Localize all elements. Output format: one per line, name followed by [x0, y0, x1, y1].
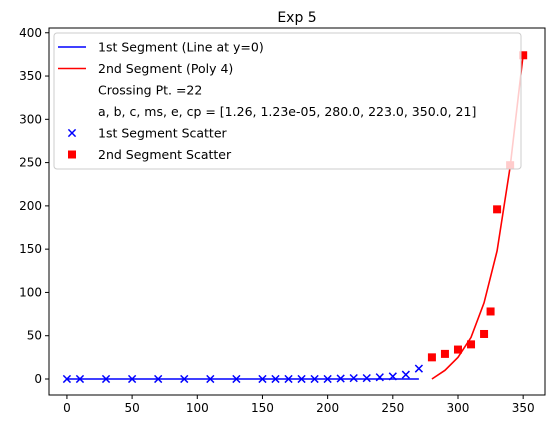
- scatter-point-square: [519, 51, 528, 60]
- scatter-point-square: [427, 353, 436, 362]
- y-tick-label: 400: [19, 26, 42, 40]
- scatter-point-square: [453, 345, 462, 354]
- y-tick-label: 150: [19, 242, 42, 256]
- x-marker-stroke: [101, 374, 111, 384]
- scatter-point-square: [480, 329, 489, 338]
- scatter-point-x: [375, 373, 384, 382]
- x-marker-stroke: [127, 374, 137, 384]
- scatter-point-x: [284, 374, 293, 384]
- y-tick-label: 350: [19, 69, 42, 83]
- x-marker-stroke: [284, 374, 293, 384]
- y-tick-label: 300: [19, 112, 42, 126]
- x-marker-stroke: [180, 374, 189, 384]
- legend-square-handle: [68, 150, 76, 159]
- x-marker-stroke: [75, 374, 85, 384]
- legend: 1st Segment (Line at y=0) 2nd Segment (Po…: [53, 32, 522, 170]
- x-axis: 0 50 100 150 200 250 300 350: [63, 395, 535, 415]
- x-marker-stroke: [362, 373, 371, 383]
- scatter-point-square: [486, 307, 495, 316]
- scatter-point-x: [297, 374, 306, 384]
- x-marker-stroke: [388, 372, 397, 381]
- scatter-point-x: [62, 374, 72, 384]
- scatter-point-x: [101, 374, 111, 384]
- legend-label: Crossing Pt. =22: [98, 83, 202, 98]
- scatter-point-x: [127, 374, 137, 384]
- x-marker-stroke: [349, 373, 358, 383]
- legend-label: 1st Segment Scatter: [98, 126, 228, 141]
- scatter-point-square: [467, 340, 476, 349]
- y-tick-label: 200: [19, 199, 42, 213]
- scatter-point-x: [271, 374, 280, 384]
- scatter-point-x: [75, 374, 85, 384]
- x-marker-stroke: [62, 374, 72, 384]
- scatter-point-x: [180, 374, 189, 384]
- scatter-point-x: [310, 374, 319, 384]
- scatter-point-x: [154, 374, 163, 384]
- y-tick-label: 100: [19, 285, 42, 299]
- x-tick-label: 50: [124, 401, 139, 415]
- scatter-point-x: [349, 373, 358, 383]
- scatter-point-x: [336, 374, 345, 383]
- legend-x-handle: [67, 128, 77, 138]
- x-marker-stroke: [206, 374, 215, 384]
- x-marker-stroke: [297, 374, 306, 384]
- x-tick-label: 350: [512, 401, 535, 415]
- legend-label: a, b, c, ms, e, cp = [1.26, 1.23e-05, 28…: [98, 104, 476, 119]
- scatter-point-x: [362, 373, 371, 383]
- x-marker-stroke: [310, 374, 319, 384]
- scatter-point-x: [414, 364, 424, 373]
- legend-label: 2nd Segment (Poly 4): [98, 61, 233, 76]
- legend-label: 1st Segment (Line at y=0): [98, 40, 264, 55]
- scatter-point-square: [440, 349, 449, 358]
- scatter-point-x: [258, 374, 267, 384]
- scatter-point-x: [323, 374, 332, 384]
- x-marker-stroke: [67, 128, 77, 138]
- x-tick-label: 150: [251, 401, 274, 415]
- x-marker-stroke: [232, 374, 241, 384]
- x-marker-stroke: [271, 374, 280, 384]
- scatter-point-x: [401, 370, 410, 379]
- x-tick-label: 250: [381, 401, 404, 415]
- y-tick-label: 50: [27, 329, 42, 343]
- x-marker-stroke: [323, 374, 332, 384]
- x-marker-stroke: [258, 374, 267, 384]
- x-marker-stroke: [401, 370, 410, 379]
- scatter-point-x: [232, 374, 241, 384]
- x-tick-label: 300: [447, 401, 470, 415]
- legend-label: 2nd Segment Scatter: [98, 147, 232, 162]
- x-tick-label: 200: [316, 401, 339, 415]
- x-marker-stroke: [375, 373, 384, 382]
- chart-title: Exp 5: [277, 10, 316, 26]
- scatter-point-x: [206, 374, 215, 384]
- x-marker-stroke: [154, 374, 163, 384]
- legend-box: [53, 32, 522, 170]
- x-marker-stroke: [336, 374, 345, 383]
- y-tick-label: 250: [19, 156, 42, 170]
- x-tick-label: 100: [186, 401, 209, 415]
- scatter-point-x: [388, 372, 397, 381]
- x-marker-stroke: [414, 364, 424, 373]
- y-axis: 0 50 100 150 200 250 300 350 400: [19, 26, 49, 386]
- scatter-point-square: [493, 205, 502, 214]
- y-tick-label: 0: [34, 372, 42, 386]
- x-tick-label: 0: [63, 401, 71, 415]
